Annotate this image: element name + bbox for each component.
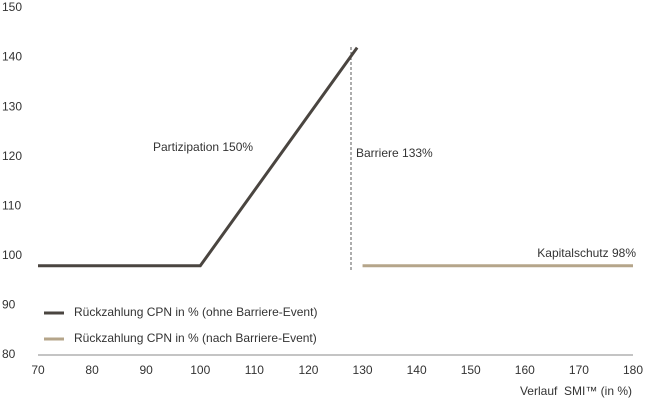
annotation: Partizipation 150% [153, 140, 253, 154]
y-tick-label: 130 [2, 99, 22, 113]
legend-label: Rückzahlung CPN in % (ohne Barriere-Even… [74, 305, 317, 319]
legend-label: Rückzahlung CPN in % (nach Barriere-Even… [74, 331, 317, 345]
y-tick-label: 150 [2, 0, 22, 14]
x-tick-label: 160 [515, 363, 535, 377]
annotation: Kapitalschutz 98% [537, 246, 636, 260]
x-tick-label: 110 [245, 363, 264, 377]
annotation: Barriere 133% [356, 146, 433, 160]
y-tick-label: 100 [2, 248, 22, 262]
x-tick-label: 130 [353, 363, 373, 377]
x-tick-label: 170 [569, 363, 589, 377]
x-tick-label: 120 [298, 363, 318, 377]
x-tick-label: 90 [140, 363, 154, 377]
y-tick-label: 110 [2, 198, 21, 212]
line [38, 46, 359, 268]
x-tick-label: 70 [31, 363, 45, 377]
y-tick-label: 140 [2, 50, 22, 64]
y-tick-label: 120 [2, 149, 22, 163]
x-tick-label: 80 [85, 363, 99, 377]
x-tick-label: 100 [190, 363, 210, 377]
x-tick-label: 140 [407, 363, 427, 377]
x-tick-label: 150 [461, 363, 481, 377]
x-tick-label: 180 [623, 363, 643, 377]
x-axis-label: Verlauf SMI™ (in %) [520, 384, 632, 398]
y-tick-label: 80 [2, 347, 16, 361]
y-tick-label: 90 [2, 298, 16, 312]
